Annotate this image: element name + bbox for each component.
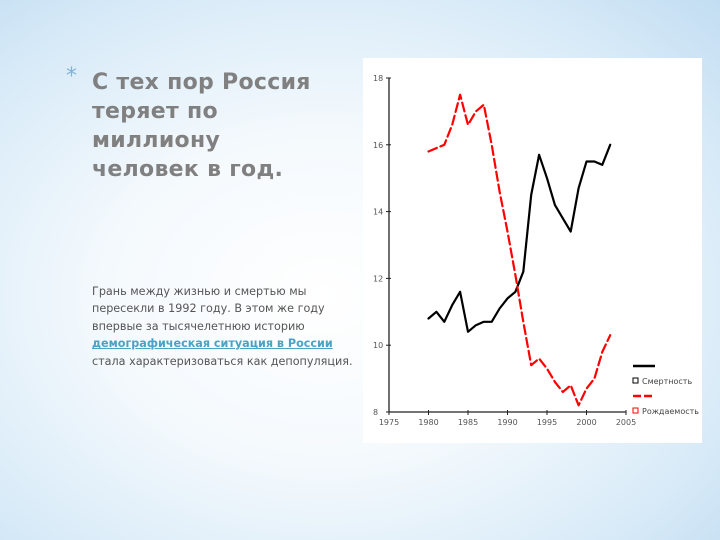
- death-rate-line: [427, 143, 612, 333]
- x-tick-label: 1995: [537, 418, 557, 427]
- title-line-2: теряет по миллиону: [92, 99, 221, 153]
- chart-panel: 8 10 12 14 16 18 1975 1980 1985 1990 1995 2000 2005…: [363, 58, 702, 443]
- y-tick-label: 12: [373, 274, 383, 283]
- title-line-1: С тех пор Россия: [92, 70, 311, 95]
- x-tick-label: 2000: [576, 418, 596, 427]
- x-axis-ticks: 1975 1980 1985 1990 1995 2000 2005: [379, 410, 636, 427]
- x-tick-label: 2005: [616, 418, 636, 427]
- legend-label: Рождаемость: [642, 407, 699, 416]
- legend-marker: [632, 377, 639, 384]
- birth-death-rate-chart: 8 10 12 14 16 18 1975 1980 1985 1990 1995 2000 2005…: [373, 74, 699, 427]
- legend-marker: [632, 407, 639, 414]
- y-tick-label: 8: [373, 408, 378, 417]
- body-text-start: Грань между жизнью и смертью мы пересекл…: [92, 285, 325, 333]
- chart-legend: Смертность Рождаемость: [632, 364, 699, 416]
- series-layer: [427, 93, 612, 407]
- title-line-3: человек в год.: [92, 157, 284, 182]
- birth-rate-line: [427, 93, 612, 407]
- x-tick-label: 1985: [458, 418, 478, 427]
- slide-title: С тех пор Россия теряет по миллиону чело…: [92, 68, 352, 184]
- legend-label: Смертность: [642, 377, 692, 386]
- y-tick-label: 16: [373, 141, 383, 150]
- body-paragraph: Грань между жизнью и смертью мы пересекл…: [92, 283, 354, 370]
- x-tick-label: 1980: [418, 418, 438, 427]
- y-axis-ticks: 8 10 12 14 16 18: [373, 74, 391, 417]
- body-text-end: стала характеризоваться как депопуляция.: [92, 354, 353, 368]
- y-tick-label: 18: [373, 74, 383, 83]
- y-tick-label: 14: [373, 208, 383, 217]
- x-tick-label: 1975: [379, 418, 399, 427]
- demographic-situation-link[interactable]: демографическая ситуация в России: [92, 337, 333, 351]
- bullet-asterisk: *: [66, 64, 77, 89]
- y-tick-label: 10: [373, 341, 383, 350]
- x-tick-label: 1990: [497, 418, 517, 427]
